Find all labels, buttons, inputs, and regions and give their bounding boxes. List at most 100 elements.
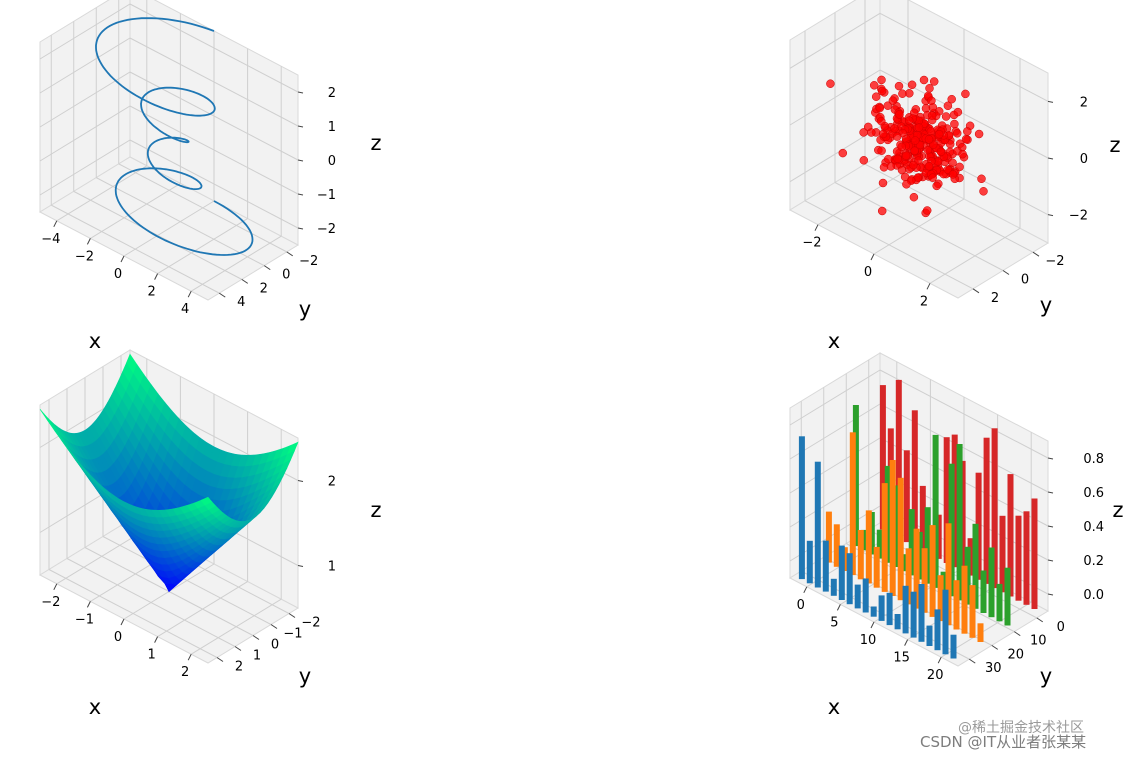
scatter-point <box>914 123 924 132</box>
bar <box>945 523 952 626</box>
chart-scatter-3d: −2 0 2 2 0 −2 2 0 −2 x y z <box>788 0 1121 353</box>
scatter-point <box>826 79 835 88</box>
grid-line <box>789 403 881 460</box>
surface-patch <box>200 496 213 506</box>
bar <box>822 540 829 592</box>
y-tick-mark <box>270 624 278 629</box>
x-tick-mark <box>53 583 58 591</box>
bar <box>929 525 936 617</box>
y-tick-mark <box>972 288 980 294</box>
scatter-point <box>897 142 907 152</box>
x-axis-label: x <box>89 695 101 719</box>
x-tick-mark <box>86 601 91 608</box>
y-tick-label: 0 <box>1057 620 1065 635</box>
y-tick-label: −2 <box>299 254 318 269</box>
bar <box>870 606 877 617</box>
z-tick-mark <box>297 159 304 162</box>
scatter-point <box>926 127 936 136</box>
bar <box>975 472 982 580</box>
grid-line <box>879 403 1049 493</box>
y-tick-label: 1 <box>253 649 261 664</box>
z-tick-label: 0.4 <box>1083 520 1104 535</box>
x-tick-mark <box>904 639 909 646</box>
y-tick-label: 0 <box>271 638 279 653</box>
z-tick-label: 0.2 <box>1083 554 1104 569</box>
y-tick-mark <box>991 644 999 650</box>
scatter-point <box>910 146 919 155</box>
bar <box>1023 511 1030 605</box>
y-tick-mark <box>968 658 976 664</box>
grid-line <box>102 536 272 625</box>
watermark-juejin: @稀土掘金技术社区 <box>958 720 1084 736</box>
scatter-point <box>953 107 963 117</box>
x-tick-label: 2 <box>147 285 155 300</box>
bar <box>892 485 899 567</box>
scatter-point <box>890 124 899 133</box>
grid-line <box>39 37 131 94</box>
x-axis-label: x <box>89 329 101 353</box>
x-tick-label: 0 <box>114 630 122 645</box>
z-tick-mark <box>297 125 304 128</box>
y-tick-label: 4 <box>237 295 245 310</box>
bar <box>862 578 869 613</box>
bar <box>910 591 917 638</box>
scatter-point <box>884 154 893 164</box>
bar <box>895 379 902 538</box>
x-tick-mark <box>187 653 192 661</box>
z-tick-label: 0.8 <box>1083 452 1104 467</box>
x-tick-label: 20 <box>927 668 944 683</box>
bar <box>961 565 968 634</box>
scatter-point <box>922 206 932 215</box>
scatter-point <box>979 187 988 196</box>
x-tick-mark <box>926 283 931 290</box>
scatter-point <box>898 89 907 98</box>
bar <box>991 428 998 589</box>
grid-line <box>73 190 242 280</box>
scatter-point <box>897 165 907 175</box>
y-tick-label: 0 <box>282 268 290 283</box>
y-tick-mark <box>288 613 296 618</box>
grid-line <box>39 3 131 60</box>
grid-line <box>834 182 1004 271</box>
scatter-point <box>877 86 887 96</box>
bar <box>806 540 813 584</box>
bar <box>935 514 942 559</box>
y-axis-label: y <box>1040 664 1052 688</box>
x-tick-mark <box>937 656 942 664</box>
bar <box>911 410 918 547</box>
bar <box>878 595 885 621</box>
bar <box>876 529 883 559</box>
bar <box>964 546 971 605</box>
x-tick-mark <box>187 290 192 298</box>
scatter-point <box>952 129 962 138</box>
grid-line <box>190 235 282 292</box>
bar <box>926 625 933 646</box>
y-tick-mark <box>1032 251 1040 257</box>
scatter-point <box>927 96 936 105</box>
x-tick-label: −2 <box>802 236 821 251</box>
scatter-point <box>893 154 902 164</box>
grid-line <box>879 12 1049 102</box>
scatter-point <box>883 101 893 110</box>
bar <box>865 510 872 584</box>
z-tick-mark <box>1047 593 1054 596</box>
bar <box>951 434 958 568</box>
bar <box>919 485 926 551</box>
x-tick-label: 0 <box>864 265 872 280</box>
bar <box>942 589 949 655</box>
z-axis-label: z <box>370 131 381 155</box>
bar <box>1031 498 1038 609</box>
bar <box>873 546 880 588</box>
z-tick-label: −1 <box>317 188 336 203</box>
x-tick-mark <box>154 273 159 280</box>
z-tick-mark <box>1047 100 1054 103</box>
grid-line <box>789 471 881 528</box>
bar <box>988 547 995 618</box>
bar <box>894 614 901 630</box>
scatter-point <box>929 77 939 86</box>
scatter-point <box>877 146 886 155</box>
bar <box>948 463 955 597</box>
grid-line <box>801 570 970 660</box>
z-tick-label: 0.6 <box>1083 486 1104 501</box>
